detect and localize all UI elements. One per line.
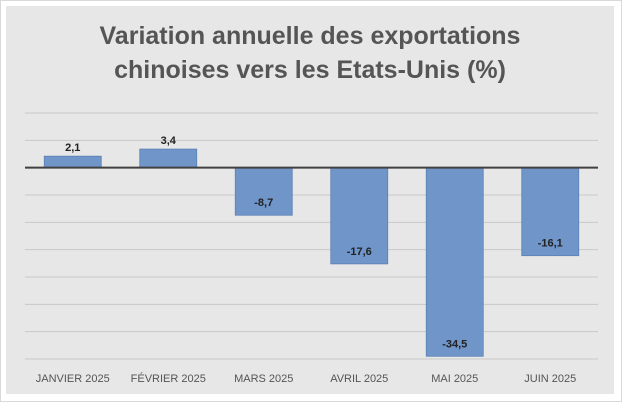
gridlines [25, 112, 598, 360]
category-label: JUIN 2025 [524, 373, 576, 385]
category-labels: JANVIER 2025 FÉVRIER 2025 MARS 2025 AVRIL 2… [36, 372, 576, 385]
chart-panel [6, 6, 614, 394]
data-label: -17,6 [347, 246, 372, 258]
category-label: MARS 2025 [234, 373, 293, 385]
chart-title-line-1: Variation annuelle des exportations [99, 22, 521, 50]
data-label: -34,5 [442, 338, 467, 350]
category-label: MAI 2025 [431, 373, 478, 385]
data-label: -16,1 [538, 238, 563, 250]
bar [139, 148, 198, 169]
data-labels: 2,1 3,4 -8,7 -17,6 -34,5 -16,1 [65, 135, 563, 350]
chart-title: Variation annuelle des exportations chin… [1, 19, 619, 87]
bar [425, 167, 484, 357]
category-label: FÉVRIER 2025 [131, 372, 206, 385]
bar [43, 155, 102, 169]
chart-title-line-2: chinoises vers les Etats-Unis (%) [114, 56, 506, 84]
bars [43, 148, 580, 357]
category-label: JANVIER 2025 [36, 373, 110, 385]
data-label: -8,7 [254, 197, 273, 209]
data-label: 2,1 [65, 142, 80, 154]
data-label: 3,4 [161, 135, 177, 147]
category-label: AVRIL 2025 [330, 373, 388, 385]
